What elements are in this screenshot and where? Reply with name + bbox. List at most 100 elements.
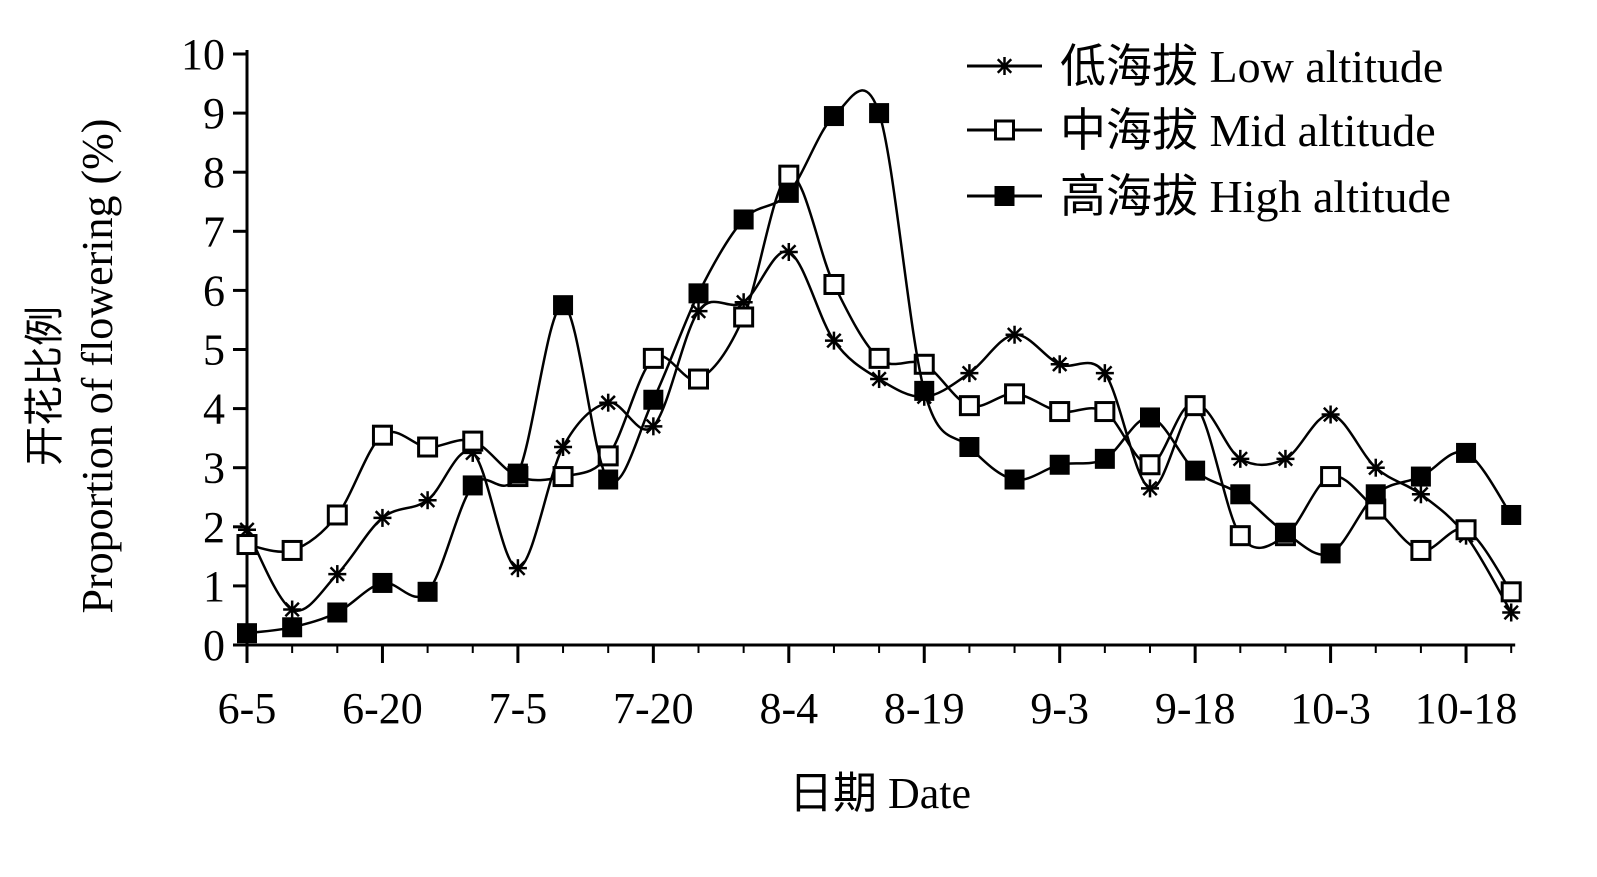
data-point — [1502, 603, 1521, 622]
data-point — [868, 347, 890, 369]
y-tick-label: 10 — [181, 30, 225, 79]
y-tick-label: 3 — [203, 444, 225, 493]
data-point — [1004, 469, 1025, 490]
data-point — [1049, 401, 1071, 423]
data-point — [599, 393, 618, 412]
data-point — [1049, 454, 1070, 475]
data-point — [1501, 504, 1522, 525]
data-point — [1141, 479, 1159, 498]
legend-label: 中海拔 Mid altitude — [1060, 105, 1436, 156]
data-point — [553, 295, 574, 316]
data-point — [1050, 355, 1069, 374]
data-point — [237, 623, 257, 644]
x-axis-title: 日期 Date — [789, 769, 971, 818]
data-point — [733, 209, 754, 230]
data-point — [1140, 407, 1160, 428]
data-point — [1411, 485, 1430, 504]
data-point — [870, 370, 889, 389]
y-tick-label: 1 — [203, 562, 225, 611]
data-point — [1410, 466, 1431, 487]
legend-label: 高海拔 High altitude — [1060, 171, 1451, 222]
data-point — [371, 424, 393, 446]
data-point — [1276, 449, 1295, 468]
data-point — [688, 283, 709, 304]
data-point — [1320, 543, 1341, 564]
data-point — [282, 617, 303, 638]
data-point — [236, 534, 258, 556]
legend-item: 低海拔 Low altitude — [967, 41, 1443, 92]
data-point — [417, 436, 439, 458]
data-point — [1366, 458, 1385, 477]
data-point — [508, 559, 527, 578]
series-high-altitude — [237, 89, 1522, 644]
legend: 低海拔 Low altitude 中海拔 Mid altitude 高海拔 High… — [967, 41, 1451, 222]
data-point — [372, 572, 393, 593]
data-point — [689, 302, 708, 321]
data-point — [688, 368, 709, 390]
data-point — [507, 463, 528, 484]
data-point — [1185, 460, 1206, 481]
data-point — [552, 466, 574, 488]
data-point — [1004, 383, 1026, 405]
data-point — [1094, 448, 1115, 469]
data-point — [733, 306, 755, 328]
data-point — [554, 438, 573, 457]
data-point — [1321, 405, 1340, 424]
data-point — [283, 600, 302, 619]
y-tick-label: 5 — [203, 326, 225, 375]
data-point — [1094, 401, 1116, 423]
x-tick-label: 9-18 — [1155, 684, 1236, 733]
series-low-altitude — [238, 242, 1521, 622]
y-tick-label: 9 — [203, 89, 225, 138]
data-point — [1275, 522, 1296, 543]
y-tick-label: 7 — [203, 207, 225, 256]
x-tick-label: 9-3 — [1030, 684, 1089, 733]
data-point — [642, 347, 664, 369]
y-axis-title-en: Proportion of flowering (%) — [73, 119, 122, 614]
data-point — [1455, 519, 1477, 541]
data-point — [328, 565, 347, 584]
data-point — [1139, 454, 1161, 476]
data-point — [281, 539, 303, 561]
x-tick-label: 10-3 — [1290, 684, 1371, 733]
data-point — [327, 602, 348, 623]
data-point — [779, 242, 798, 261]
legend-marker — [994, 119, 1015, 141]
y-axis-title-cn: 开花比例 — [22, 306, 68, 466]
data-point — [958, 395, 980, 417]
data-point — [1230, 484, 1251, 505]
legend-item: 中海拔 Mid altitude — [967, 105, 1436, 156]
data-point — [598, 469, 619, 490]
data-point — [1184, 395, 1206, 417]
data-point — [824, 331, 843, 350]
data-point — [959, 437, 980, 458]
legend-marker — [995, 57, 1014, 75]
x-axis-ticks: 6-5 6-20 7-5 7-20 8-4 8-19 9-3 9-18 10-3 10-18 — [218, 645, 1518, 733]
data-point — [823, 273, 845, 295]
y-axis-ticks: 0 1 2 3 4 5 6 7 8 9 10 — [181, 30, 247, 670]
data-point — [1229, 525, 1251, 547]
data-point — [1231, 449, 1250, 468]
x-tick-label: 8-4 — [759, 684, 818, 733]
x-tick-label: 7-20 — [613, 684, 694, 733]
data-point — [462, 430, 484, 452]
data-point — [778, 182, 799, 203]
y-tick-label: 0 — [203, 621, 225, 670]
data-point — [914, 380, 935, 401]
data-point — [1500, 581, 1522, 603]
data-point — [1095, 364, 1114, 383]
x-tick-label: 6-5 — [218, 684, 277, 733]
x-tick-label: 6-20 — [342, 684, 423, 733]
data-point — [643, 389, 664, 410]
data-point — [1005, 325, 1024, 344]
x-tick-label: 10-18 — [1415, 684, 1518, 733]
data-point — [1410, 539, 1432, 561]
data-point — [960, 364, 979, 383]
data-point — [869, 103, 890, 124]
x-tick-label: 8-19 — [884, 684, 965, 733]
legend-label: 低海拔 Low altitude — [1060, 41, 1443, 92]
data-point — [1365, 484, 1386, 505]
y-tick-label: 4 — [203, 385, 225, 434]
